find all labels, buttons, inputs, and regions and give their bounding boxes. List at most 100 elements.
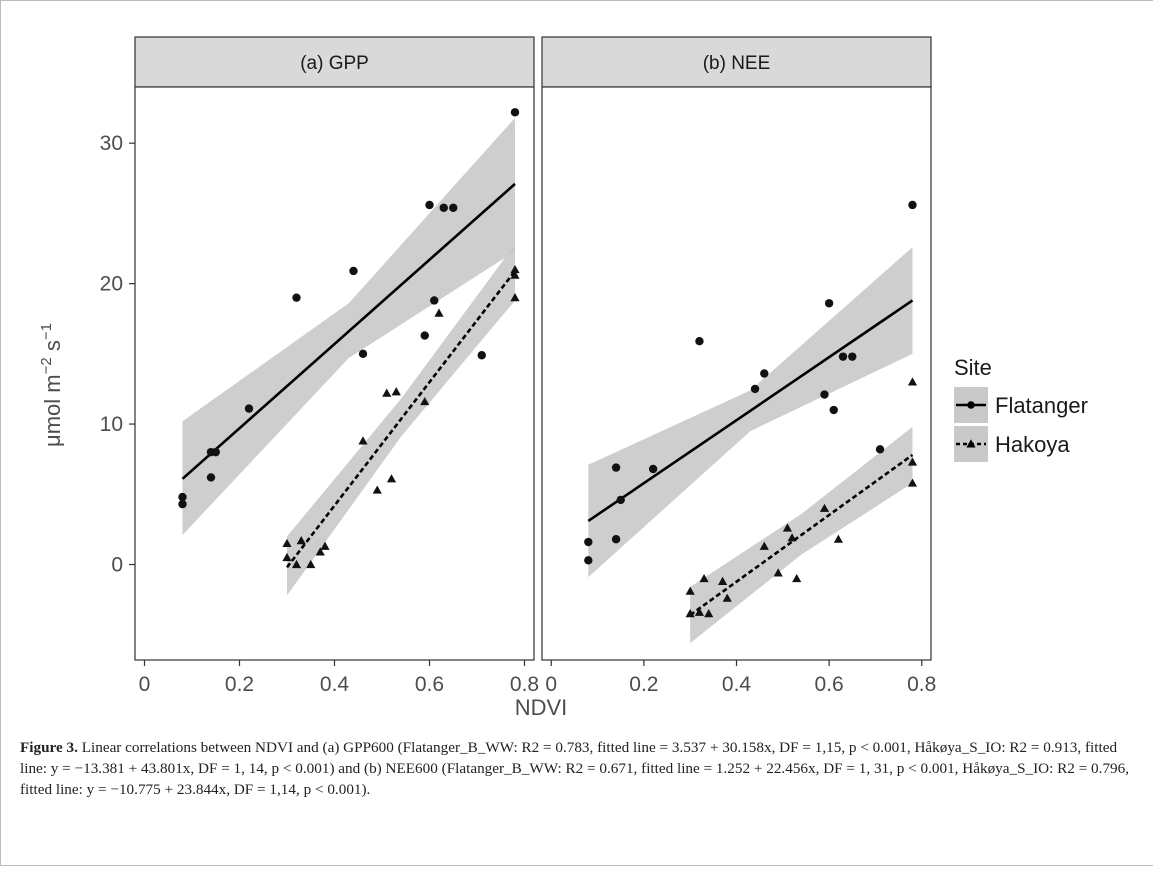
data-point-hakoya	[722, 593, 732, 602]
data-point-hakoya	[391, 387, 401, 396]
data-point-flatanger	[439, 203, 448, 212]
legend: Site Flatanger Hakoya	[954, 355, 1088, 462]
top-rule	[0, 0, 1153, 1]
data-point-hakoya	[315, 547, 325, 556]
data-point-flatanger	[750, 384, 760, 394]
data-point-hakoya	[420, 396, 430, 406]
data-point-flatanger	[510, 108, 520, 117]
data-point-flatanger	[611, 535, 621, 544]
data-point-hakoya	[510, 264, 520, 274]
data-point-hakoya	[819, 503, 830, 512]
x-tick-label: 0.2	[225, 673, 254, 696]
data-point-flatanger	[848, 352, 857, 361]
y-axis-title-unit: μmol m	[40, 374, 65, 447]
data-point-hakoya	[833, 534, 843, 543]
data-point-hakoya	[792, 573, 802, 583]
data-point-flatanger	[358, 349, 368, 359]
data-point-hakoya	[386, 474, 397, 483]
y-tick-label: 10	[100, 413, 123, 436]
data-point-hakoya	[694, 607, 705, 616]
data-point-flatanger	[648, 464, 658, 474]
data-point-hakoya	[510, 270, 520, 279]
y-axis-title-unit2: s	[40, 340, 65, 357]
data-point-hakoya	[372, 485, 382, 494]
data-point-hakoya	[282, 538, 292, 548]
data-point-hakoya	[699, 573, 709, 583]
data-point-flatanger	[477, 351, 486, 360]
data-point-hakoya	[685, 609, 695, 618]
data-point-flatanger	[611, 463, 621, 472]
y-axis-title-exp2: −1	[38, 323, 55, 340]
y-axis-title-exp1: −2	[38, 357, 55, 374]
data-point-flatanger	[244, 404, 254, 413]
data-point-flatanger	[908, 200, 917, 210]
confidence-band-flatanger	[182, 117, 515, 536]
data-point-flatanger	[449, 203, 458, 212]
panel-strip	[541, 36, 932, 88]
data-point-flatanger	[820, 390, 829, 399]
bottom-rule	[0, 865, 1153, 866]
data-point-hakoya	[718, 576, 728, 585]
data-point-flatanger	[292, 293, 301, 302]
x-tick-label: 0.4	[320, 673, 350, 696]
data-point-flatanger	[211, 447, 220, 457]
data-point-flatanger	[584, 537, 593, 547]
figure-plot: μmol m−2 s−1 NDVI (a) GPP 0 0.2 0.4 0.6 0.8 0 1…	[38, 36, 1088, 720]
data-point-hakoya	[773, 568, 783, 577]
x-tick-label: 0.8	[907, 673, 936, 696]
x-tick-label: 0	[139, 673, 151, 696]
data-point-hakoya	[759, 541, 769, 550]
data-point-flatanger	[178, 499, 187, 509]
data-point-flatanger	[760, 369, 769, 378]
data-point-flatanger	[206, 473, 216, 482]
x-tick-label: 0.6	[415, 673, 444, 696]
y-tick-label: 0	[111, 554, 123, 577]
panels-layer: (a) GPP 0 0.2 0.4 0.6 0.8 0 10 20 30 (b) NEE 0 0.2 0.…	[100, 36, 936, 696]
data-point-hakoya	[320, 541, 330, 550]
panel-title: (a) GPP	[300, 53, 369, 74]
data-point-hakoya	[685, 586, 695, 595]
y-tick-label: 30	[100, 132, 123, 155]
x-axis-title: NDVI	[515, 695, 568, 720]
data-point-hakoya	[907, 478, 918, 487]
data-point-flatanger	[824, 299, 834, 308]
legend-label-flatanger: Flatanger	[995, 393, 1088, 418]
legend-marker-flatanger	[967, 401, 975, 409]
fit-line-flatanger	[587, 299, 914, 523]
data-point-hakoya	[291, 559, 302, 569]
y-axis-title: μmol m−2 s−1	[38, 323, 65, 447]
legend-label-hakoya: Hakoya	[995, 432, 1070, 457]
data-point-hakoya	[382, 388, 392, 397]
left-rule	[0, 0, 1, 866]
data-point-flatanger	[875, 445, 885, 454]
legend-title: Site	[954, 355, 992, 380]
data-point-flatanger	[430, 296, 439, 305]
data-point-hakoya	[434, 308, 444, 317]
fit-line-hakoya	[689, 453, 914, 617]
data-point-flatanger	[829, 405, 838, 415]
data-point-hakoya	[282, 552, 292, 562]
data-point-hakoya	[907, 377, 918, 386]
data-point-flatanger	[695, 336, 704, 346]
data-point-flatanger	[178, 492, 187, 502]
caption-text: Linear correlations between NDVI and (a)…	[20, 739, 1130, 798]
y-tick-label: 20	[100, 273, 123, 296]
data-point-hakoya	[704, 609, 714, 618]
fit-line-hakoya	[285, 270, 517, 569]
data-point-hakoya	[782, 523, 793, 532]
panel-gpp: (a) GPP 0 0.2 0.4 0.6 0.8 0 10 20 30	[100, 36, 539, 696]
panel-title: (b) NEE	[703, 53, 771, 74]
data-point-flatanger	[838, 352, 848, 361]
data-point-hakoya	[510, 293, 520, 302]
data-point-hakoya	[358, 436, 368, 445]
legend-marker-hakoya	[966, 439, 976, 448]
data-point-hakoya	[296, 536, 306, 545]
caption-label: Figure 3.	[20, 739, 78, 756]
data-point-hakoya	[306, 559, 316, 569]
data-point-hakoya	[907, 457, 918, 466]
data-point-flatanger	[349, 266, 358, 276]
x-tick-label: 0.6	[815, 673, 844, 696]
fit-line-flatanger	[181, 182, 516, 480]
panel-strip	[134, 36, 535, 88]
